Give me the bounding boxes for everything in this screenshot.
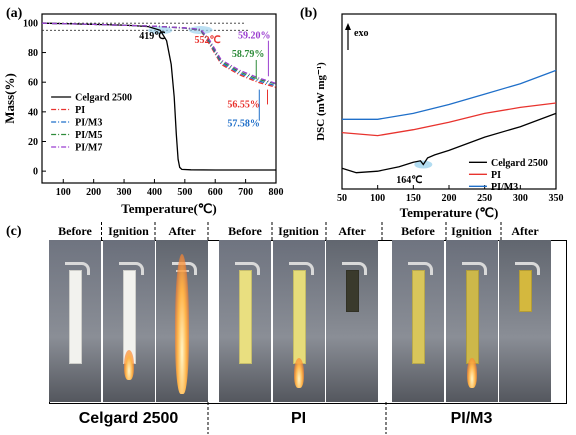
stage-header: Before xyxy=(401,223,435,238)
sample-strip xyxy=(69,270,82,364)
sample-strip xyxy=(346,270,359,312)
dsc-chart: 50 100 150 200 250 300 350 Temperature (℃) DSC (… xyxy=(315,13,564,220)
annotation-164: 164℃ xyxy=(396,175,422,186)
x-tick-label: 600 xyxy=(208,187,223,198)
panel-a-label: (a) xyxy=(6,6,23,21)
stage-header: After xyxy=(338,223,366,238)
highlight-552 xyxy=(188,26,213,35)
stage-header: Ignition xyxy=(108,223,149,238)
flame xyxy=(466,358,477,388)
sample-clip xyxy=(342,262,367,275)
photo-0-1 xyxy=(102,240,155,402)
x-tick-label: 100 xyxy=(370,193,385,204)
panel-b-label: (b) xyxy=(300,6,318,21)
sample-strip xyxy=(239,270,252,364)
sample-strip xyxy=(519,270,532,312)
legend-label-0: Celgard 2500 xyxy=(75,93,132,104)
y-tick-label: 40 xyxy=(28,107,38,118)
x-tick-label: 350 xyxy=(549,193,564,204)
sample-strip xyxy=(412,270,425,364)
x-tick-label: 300 xyxy=(513,193,528,204)
sample-clip xyxy=(515,262,540,275)
y-tick-label: 80 xyxy=(28,48,38,59)
y-tick-label: 0 xyxy=(33,167,38,178)
sample-strip xyxy=(292,270,306,364)
flame xyxy=(123,350,134,380)
x-tick-label: 300 xyxy=(117,187,132,198)
y-tick-label: 20 xyxy=(28,137,38,148)
sample-clip xyxy=(235,262,260,275)
photo-0-0 xyxy=(49,240,101,402)
annotation-5879: 58.79% xyxy=(232,49,265,60)
x-tick-label: 800 xyxy=(269,187,284,198)
y-axis-label: Mass(%) xyxy=(2,73,17,124)
stage-header: Ignition xyxy=(278,223,319,238)
x-tick-label: 400 xyxy=(147,187,162,198)
legend-label-2: PI/M3 xyxy=(491,182,518,193)
flame xyxy=(175,254,189,394)
x-tick-label: 100 xyxy=(56,187,71,198)
photo-1-0 xyxy=(219,240,271,402)
legend-label-1: PI xyxy=(491,170,501,181)
sample-clip xyxy=(461,262,487,275)
sample-strip xyxy=(465,270,479,364)
photo-2-0 xyxy=(392,240,444,402)
group-caption: Celgard 2500 xyxy=(78,410,179,427)
sample-clip xyxy=(288,262,314,275)
annotation-5655: 56.55% xyxy=(227,99,260,110)
x-axis-label: Temperature(℃) xyxy=(121,201,216,216)
group-caption: PI/M3 xyxy=(450,410,493,427)
legend-label-3: PI/M5 xyxy=(75,130,102,141)
y-tick-label: 60 xyxy=(28,78,38,89)
x-tick-label: 250 xyxy=(477,193,492,204)
photo-0-2 xyxy=(156,240,208,402)
x-tick-label: 150 xyxy=(406,193,421,204)
x-tick-label: 50 xyxy=(337,193,347,204)
series-line-4 xyxy=(41,22,277,85)
x-axis-label: Temperature (℃) xyxy=(400,205,499,220)
plot-frame xyxy=(41,13,277,184)
photo-1-1 xyxy=(272,240,325,402)
stage-header: Before xyxy=(228,223,262,238)
x-tick-label: 500 xyxy=(177,187,192,198)
photo-1-2 xyxy=(326,240,378,402)
stage-header: After xyxy=(511,223,539,238)
x-tick-label: 200 xyxy=(442,193,457,204)
annotation-5920: 59.20% xyxy=(238,30,271,41)
y-axis-label: DSC (mW mg⁻¹) xyxy=(315,62,327,141)
series-line-0 xyxy=(341,112,557,174)
x-tick-label: 200 xyxy=(86,187,101,198)
exo-label: exo xyxy=(354,28,368,39)
exo-arrow-head xyxy=(345,23,351,30)
annotation-552: 552℃ xyxy=(195,35,221,46)
tga-chart: 100 200 300 400 500 600 700 800 0 20 40 60 80 100 Temp… xyxy=(2,13,284,216)
sample-clip xyxy=(65,262,90,275)
group-caption: PI xyxy=(290,410,307,427)
stage-header: Ignition xyxy=(451,223,492,238)
legend-label-0: Celgard 2500 xyxy=(491,158,548,169)
photo-2-1 xyxy=(445,240,498,402)
series-line-2 xyxy=(342,69,557,120)
legend-label-4: PI/M7 xyxy=(75,143,102,154)
panel-c-label: (c) xyxy=(6,224,22,239)
annotation-419: 419℃ xyxy=(139,31,165,42)
y-tick-label: 100 xyxy=(23,18,38,29)
flame xyxy=(293,358,304,388)
legend-label-2: PI/M3 xyxy=(75,118,102,129)
stage-header: Before xyxy=(58,223,92,238)
photo-2-2 xyxy=(499,240,551,402)
x-tick-label: 700 xyxy=(238,187,253,198)
sample-clip xyxy=(118,262,144,275)
legend-label-1: PI xyxy=(75,105,85,116)
sample-clip xyxy=(408,262,433,275)
annotation-5758: 57.58% xyxy=(227,119,260,130)
stage-header: After xyxy=(168,223,196,238)
series-line-1 xyxy=(341,102,557,137)
